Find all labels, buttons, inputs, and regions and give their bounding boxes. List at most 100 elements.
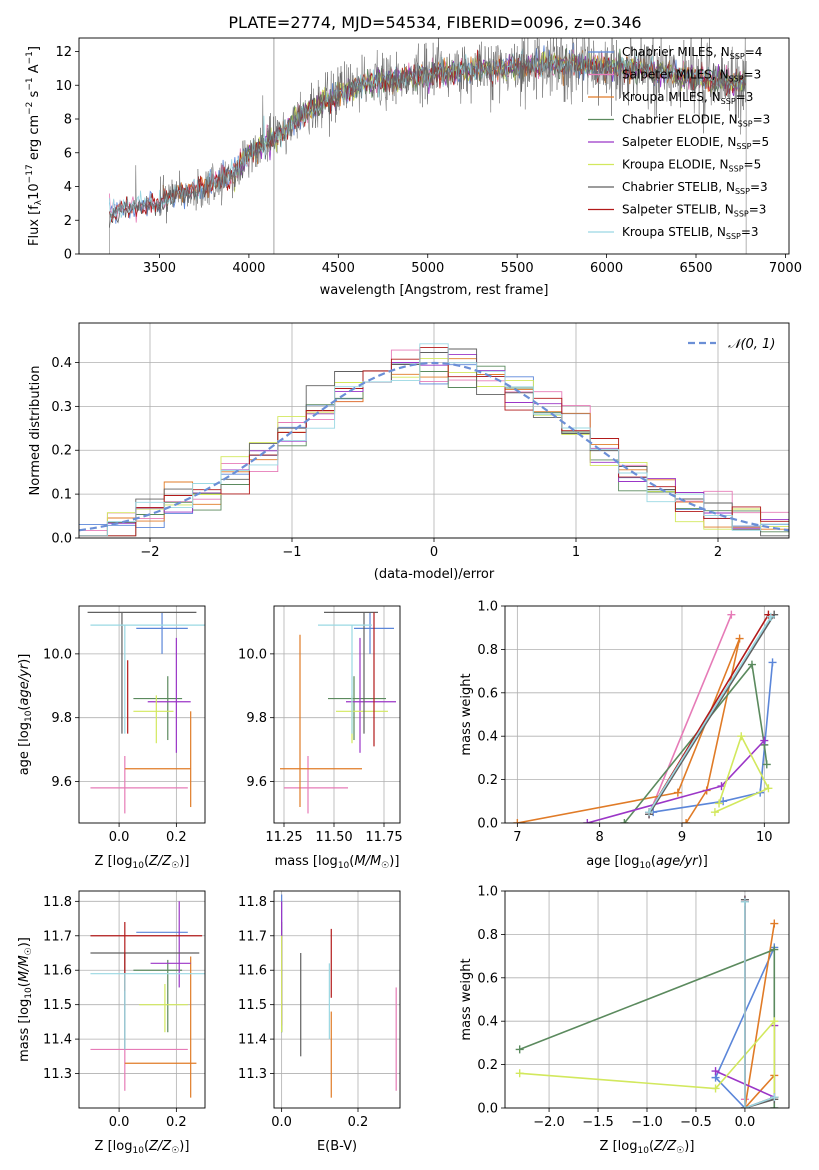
y-tick-label: 6 [64, 146, 72, 161]
y-tick-label: 0.8 [477, 928, 498, 943]
x-tick-label: −1 [282, 545, 301, 560]
data-spectrum-line [109, 38, 747, 254]
mass-weight-marker [762, 760, 771, 769]
mass-weight-line [744, 923, 776, 1108]
x-tick-label: 5000 [411, 261, 444, 276]
mass-weight-line [653, 662, 774, 813]
x-tick-label: 3500 [143, 261, 176, 276]
mass_weight_vs_age-frame [504, 605, 790, 824]
y-tick-label: 11.4 [238, 1033, 267, 1048]
x-tick-label: 0.0 [271, 1115, 292, 1130]
y-tick-label: 0.4 [51, 356, 72, 371]
mass-weight-marker [740, 897, 749, 906]
mass-weight-marker [715, 799, 724, 808]
x-tick-label: −1.0 [631, 1115, 663, 1130]
y-tick-label: 0.0 [477, 817, 498, 832]
mass-weight-marker [766, 612, 775, 621]
x-axis-label: wavelength [Angstrom, rest frame] [320, 283, 549, 298]
y-tick-label: 0.8 [477, 643, 498, 658]
mass-weight-marker [515, 1045, 524, 1054]
mass_vs_EBV-frame [273, 890, 401, 1109]
y-axis-label: mass [log10(M/M☉)] [17, 937, 34, 1062]
y-tick-label: 12 [55, 45, 72, 60]
y-tick-label: 11.8 [238, 895, 267, 910]
spectrum-frame [78, 37, 790, 255]
mass-weight-marker [727, 610, 736, 619]
y-tick-label: 0.6 [477, 971, 498, 986]
legend-label: Kroupa ELODIE, NSSP=5 [622, 158, 761, 174]
x-tick-label: 10 [756, 830, 773, 845]
age_vs_Z-axes: 0.0 0.2 9.6 9.8 10.0 [43, 606, 205, 845]
mass-weight-marker [760, 736, 769, 745]
y-tick-label: 0.2 [51, 444, 72, 459]
y-tick-label: 0.3 [51, 400, 72, 415]
mass-weight-marker [770, 1017, 779, 1026]
mass_weight_vs_Z-axes: −2.0 −1.5 −1.0 −0.5 0.0 0.0 0.2 0.4 0.6 0.8 1.0 [477, 885, 789, 1130]
y-tick-label: 11.3 [43, 1067, 72, 1082]
y-tick-label: 0.2 [477, 1058, 498, 1073]
mass-weight-marker [583, 819, 592, 823]
x-tick-label: 0.2 [348, 1115, 369, 1130]
y-axis-label: Normed distribution [28, 366, 43, 496]
mass-weight-marker [740, 1104, 749, 1108]
y-tick-label: 1.0 [477, 885, 498, 900]
mass-weight-marker [711, 1067, 720, 1076]
y-axis-label: age [log10(age/yr)] [17, 654, 34, 776]
mass-weight-line [517, 638, 741, 823]
y-tick-label: 11.3 [238, 1067, 267, 1082]
x-tick-label: 11.75 [365, 830, 402, 845]
x-tick-label: 9 [678, 830, 686, 845]
y-tick-label: 11.8 [43, 895, 72, 910]
x-tick-label: 6000 [590, 261, 623, 276]
y-tick-label: 0.0 [477, 1102, 498, 1117]
y-tick-label: 0.6 [477, 686, 498, 701]
x-tick-label: 7000 [769, 261, 802, 276]
normal-curve-line [79, 361, 789, 532]
x-tick-label: 0.2 [166, 1115, 187, 1130]
x-tick-label: 0.0 [109, 830, 130, 845]
x-axis-label: E(B-V) [317, 1139, 357, 1154]
y-tick-label: 0 [64, 248, 72, 263]
mass-weight-marker [710, 808, 719, 817]
x-tick-label: −2 [140, 545, 159, 560]
mass-weight-marker [682, 819, 691, 823]
mass-weight-marker [620, 819, 629, 823]
mass-weight-marker [711, 1084, 720, 1093]
age_vs_mass-frame [273, 605, 401, 824]
x-tick-label: 0.0 [735, 1115, 756, 1130]
legend-label: Salpeter MILES, NSSP=3 [622, 68, 761, 84]
mass-weight-marker [513, 819, 522, 823]
y-tick-label: 9.6 [51, 775, 72, 790]
x-tick-label: 4000 [232, 261, 265, 276]
histogram-series [79, 358, 789, 537]
y-tick-label: 0.2 [477, 773, 498, 788]
mass-weight-line [648, 616, 772, 813]
legend-label: Salpeter ELODIE, NSSP=5 [622, 135, 769, 151]
y-tick-label: 8 [64, 113, 72, 128]
mass-weight-marker [770, 1093, 779, 1102]
x-tick-label: 8 [596, 830, 604, 845]
x-axis-label: (data-model)/error [374, 567, 495, 582]
x-tick-label: −0.5 [680, 1115, 712, 1130]
mass-weight-marker [515, 1069, 524, 1078]
mass-weight-line [623, 662, 768, 823]
x-tick-label: 2 [714, 545, 722, 560]
mass-weight-marker [673, 788, 682, 797]
y-tick-label: 0.0 [51, 532, 72, 547]
x-tick-label: 0.0 [109, 1115, 130, 1130]
mass-weight-marker [735, 634, 744, 643]
y-tick-label: 10.0 [43, 647, 72, 662]
x-tick-label: 0 [430, 545, 438, 560]
mass-weight-marker [770, 1104, 779, 1108]
y-tick-label: 2 [64, 214, 72, 229]
x-axis-label: Z [log10(Z/Z☉)] [600, 1139, 695, 1156]
mass_vs_Z-axes: 0.0 0.2 11.3 11.4 11.5 11.6 11.7 11.8 [43, 891, 205, 1130]
y-tick-label: 11.7 [238, 929, 267, 944]
mass-weight-marker [770, 919, 779, 928]
x-tick-label: 4500 [322, 261, 355, 276]
y-tick-label: 9.8 [246, 711, 267, 726]
y-tick-label: 9.8 [51, 711, 72, 726]
mass-weight-marker [747, 660, 756, 669]
y-tick-label: 11.5 [238, 998, 267, 1013]
